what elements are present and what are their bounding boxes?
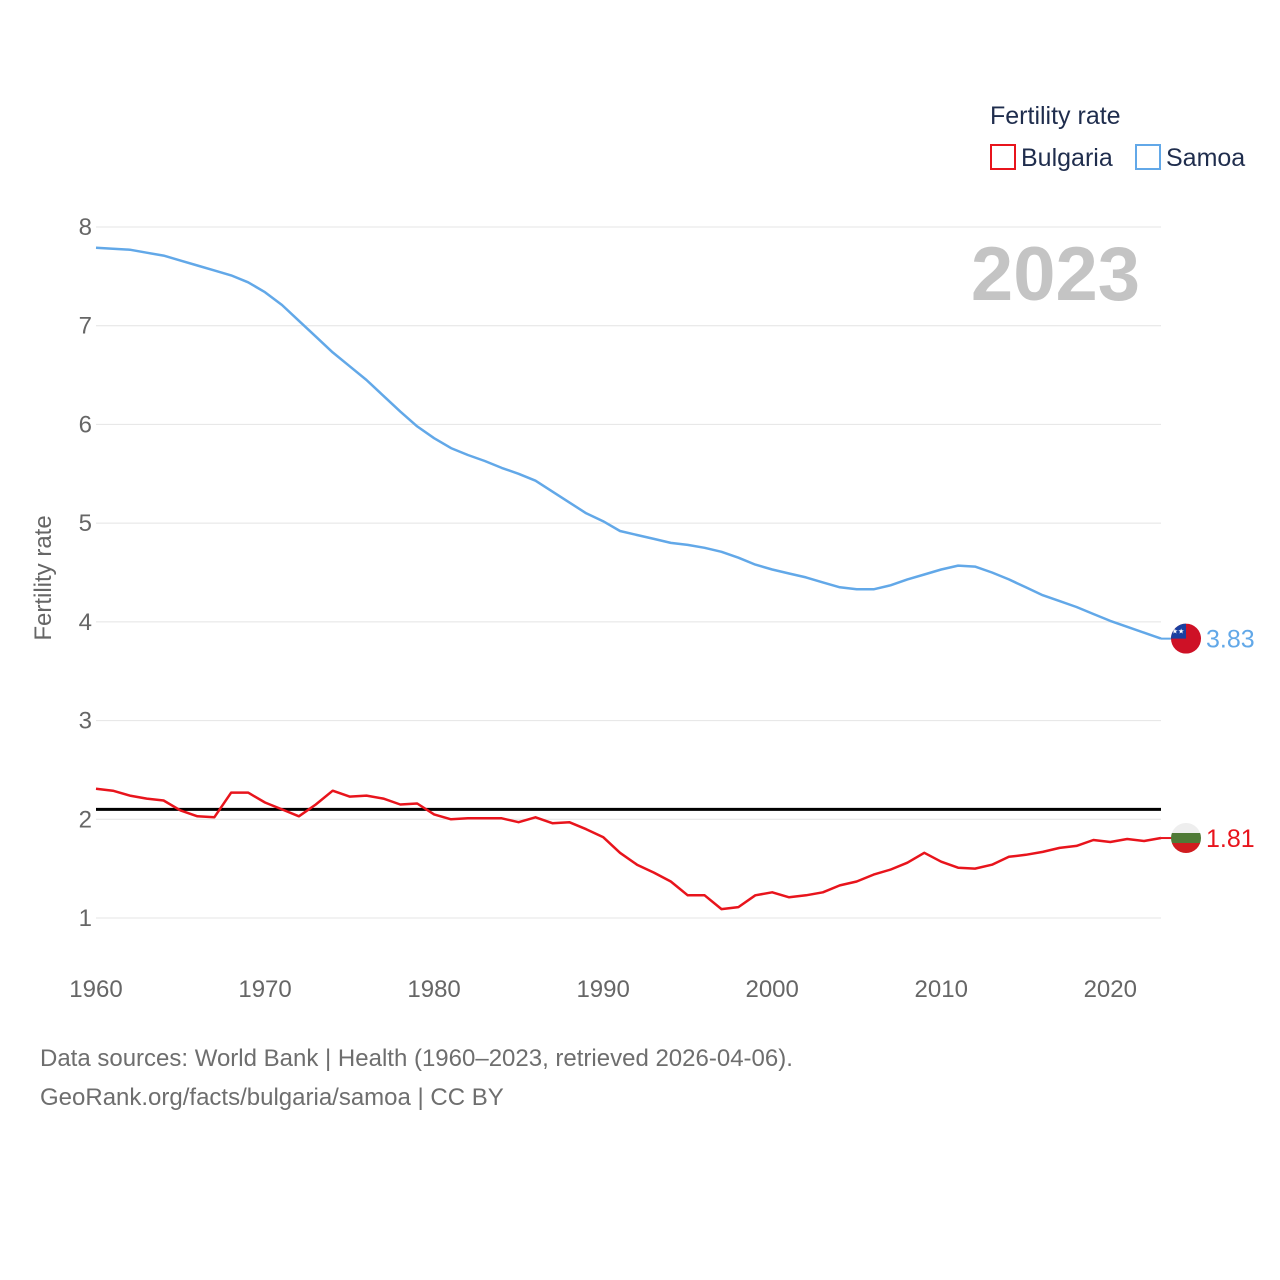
legend-title: Fertility rate	[990, 102, 1121, 130]
y-tick-label: 2	[79, 806, 92, 833]
x-tick-label: 1980	[407, 976, 460, 1003]
x-tick-label: 2000	[745, 976, 798, 1003]
svg-text:★★: ★★	[1172, 628, 1185, 636]
series-line-samoa[interactable]	[95, 246, 1162, 640]
y-tick-label: 5	[79, 510, 92, 537]
x-tick-label: 2010	[915, 976, 968, 1003]
legend: Fertility rate Bulgaria Samoa	[990, 102, 1245, 172]
end-label-bulgaria: 1.81	[1206, 825, 1255, 853]
legend-swatch-bulgaria[interactable]	[990, 144, 1016, 170]
source-line-2[interactable]: GeoRank.org/facts/bulgaria/samoa | CC BY	[40, 1084, 504, 1111]
x-tick-label: 1990	[576, 976, 629, 1003]
series-lines	[95, 246, 1172, 911]
y-tick-label: 4	[79, 609, 92, 636]
x-axis-ticks: 1960 1970 1980 1990 2000 2010 2020	[69, 976, 1137, 1003]
y-tick-label: 3	[79, 708, 92, 735]
y-tick-label: 1	[79, 905, 92, 932]
y-tick-label: 6	[79, 411, 92, 438]
bulgaria-flag-icon	[1171, 823, 1201, 853]
y-axis-ticks: 1 2 3 4 5 6 7 8	[79, 214, 92, 932]
legend-swatch-samoa[interactable]	[1135, 144, 1161, 170]
y-axis-title: Fertility rate	[30, 515, 57, 640]
year-watermark: 2023	[971, 232, 1140, 317]
end-label-samoa: 3.83	[1206, 626, 1255, 654]
y-tick-label: 8	[79, 214, 92, 241]
x-tick-label: 1960	[69, 976, 122, 1003]
samoa-flag-icon: ★★	[1171, 623, 1201, 654]
x-tick-label: 1970	[238, 976, 291, 1003]
chart-canvas: Fertility rate Bulgaria Samoa 2023 1 2 3 4 5…	[30, 102, 1255, 1003]
y-tick-label: 7	[79, 313, 92, 340]
grid-lines	[96, 226, 1161, 919]
source-line-1: Data sources: World Bank | Health (1960–…	[40, 1045, 793, 1072]
series-line-bulgaria[interactable]	[95, 787, 1162, 911]
legend-label-bulgaria[interactable]: Bulgaria	[1021, 144, 1113, 172]
legend-label-samoa[interactable]: Samoa	[1166, 144, 1245, 172]
x-tick-label: 2020	[1084, 976, 1137, 1003]
